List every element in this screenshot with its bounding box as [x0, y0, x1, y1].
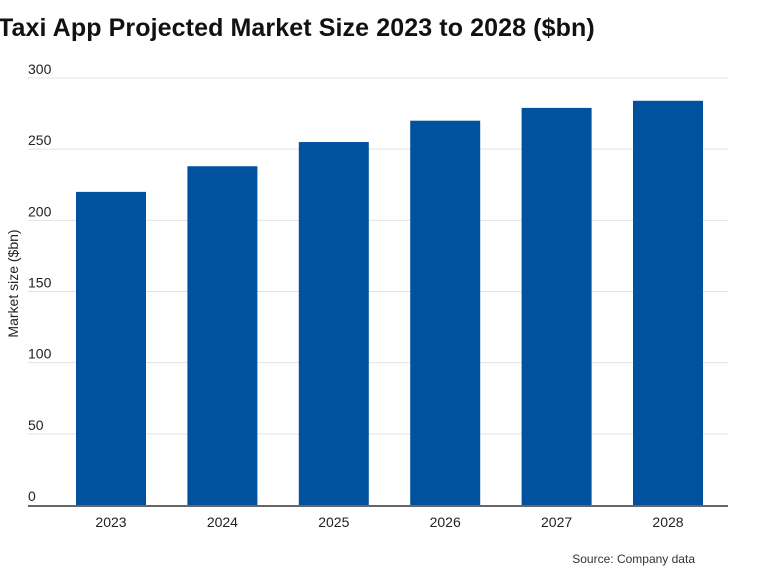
bar-2028 — [633, 100, 703, 506]
x-tick-label: 2023 — [95, 514, 126, 530]
x-tick-label: 2028 — [652, 514, 683, 530]
source-note: Source: Company data — [572, 552, 695, 566]
chart-title: Taxi App Projected Market Size 2023 to 2… — [0, 14, 595, 42]
bars — [76, 100, 703, 506]
bar-2027 — [521, 107, 592, 505]
y-tick-label: 250 — [28, 132, 52, 148]
y-tick-label: 50 — [28, 417, 44, 433]
x-tick-label: 2024 — [207, 514, 238, 530]
bar-2025 — [298, 142, 369, 506]
y-tick-label: 300 — [28, 61, 52, 77]
bar-2023 — [76, 191, 146, 505]
y-tick-label: 100 — [28, 346, 52, 362]
y-tick-labels: 0 50 100 150 200 250 300 — [28, 61, 52, 504]
x-tick-label: 2025 — [318, 514, 349, 530]
bar-2024 — [187, 166, 258, 505]
y-tick-label: 150 — [28, 275, 52, 291]
y-axis-label: Market size ($bn) — [5, 229, 21, 337]
y-tick-label: 200 — [28, 203, 52, 219]
y-tick-label: 0 — [28, 488, 36, 504]
x-tick-label: 2026 — [430, 514, 461, 530]
x-tick-label: 2027 — [541, 514, 572, 530]
bar-2026 — [410, 120, 481, 505]
x-tick-labels: 2023 2024 2025 2026 2027 2028 — [95, 514, 683, 530]
